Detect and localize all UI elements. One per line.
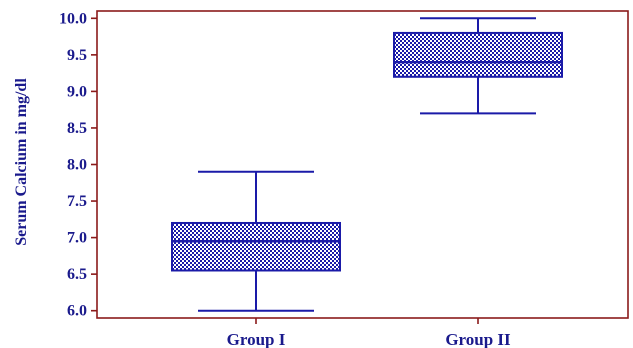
y-tick-label: 6.0 — [67, 303, 87, 320]
y-tick-label: 8.5 — [67, 120, 87, 137]
y-tick-label: 10.0 — [59, 10, 87, 27]
iqr-box — [171, 221, 341, 272]
y-tick-label: 9.0 — [67, 83, 87, 100]
y-tick-label: 6.5 — [67, 266, 87, 283]
y-tick-label: 7.0 — [67, 230, 87, 247]
x-category-label: Group II — [445, 330, 511, 348]
iqr-box — [393, 31, 563, 78]
y-tick-label: 7.5 — [67, 193, 87, 210]
y-tick-label: 8.0 — [67, 157, 87, 174]
y-tick-label: 9.5 — [67, 47, 87, 64]
y-axis-title: Serum Calcium in mg/dl — [13, 78, 30, 246]
plot-area: 6.0 6.5 7.0 7.5 8.0 8.5 9.0 9.5 10.0 Group I Group… — [59, 10, 629, 348]
x-category-label: Group I — [227, 330, 286, 348]
